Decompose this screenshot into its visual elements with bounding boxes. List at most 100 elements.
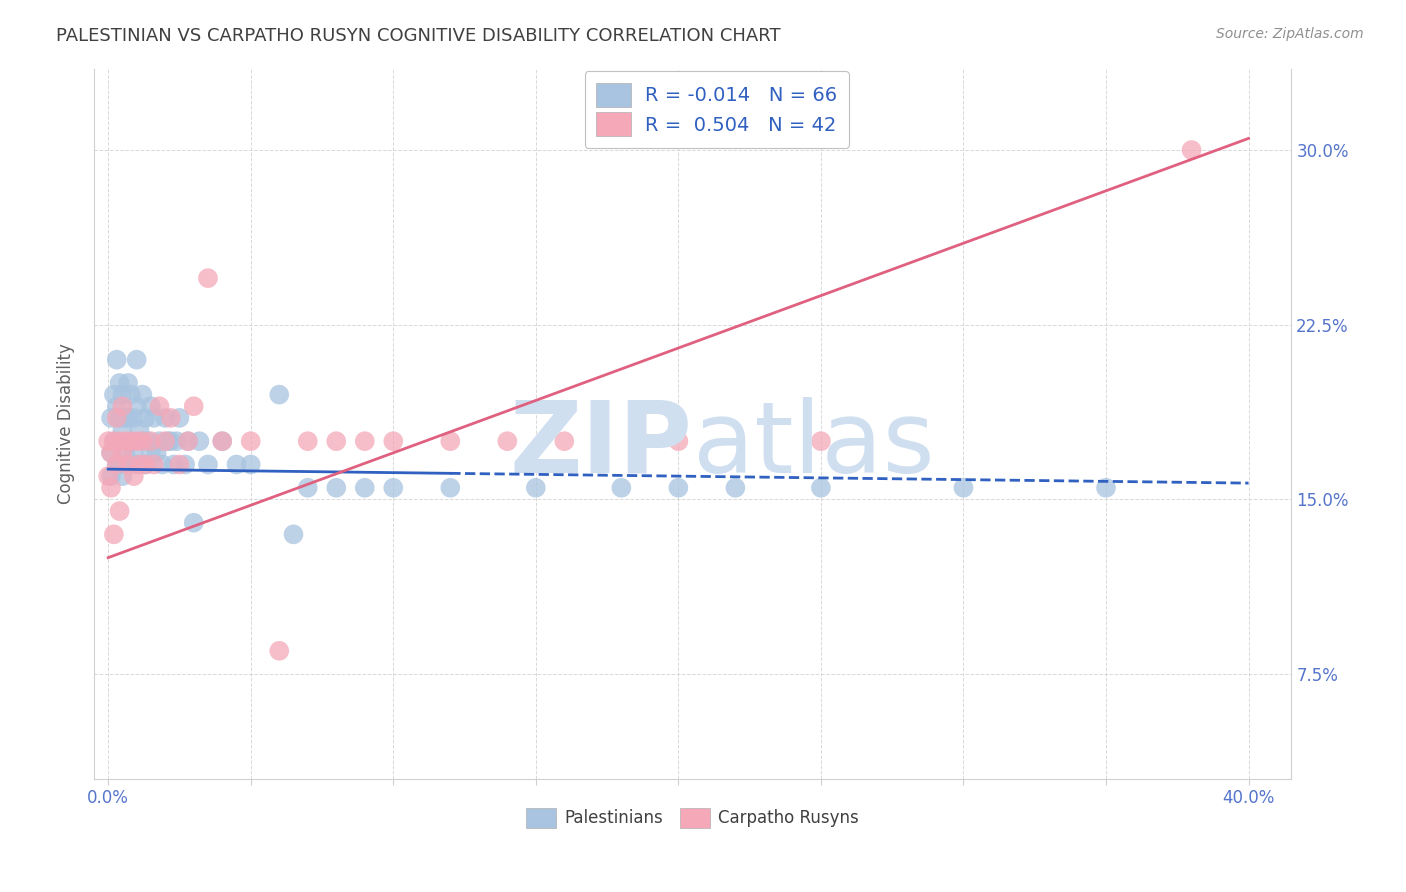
Point <box>111 469 134 483</box>
Point <box>111 423 134 437</box>
Point <box>239 434 262 449</box>
Point <box>496 434 519 449</box>
Point <box>103 434 125 449</box>
Point <box>111 387 134 401</box>
Point <box>125 434 148 449</box>
Point <box>136 434 159 449</box>
Point <box>160 410 183 425</box>
Point <box>353 434 375 449</box>
Point <box>103 434 125 449</box>
Point <box>283 527 305 541</box>
Point <box>125 352 148 367</box>
Point <box>103 387 125 401</box>
Point <box>142 410 165 425</box>
Point <box>114 410 136 425</box>
Point <box>169 458 191 472</box>
Point <box>211 434 233 449</box>
Point <box>100 481 122 495</box>
Point <box>439 481 461 495</box>
Point <box>148 434 170 449</box>
Point <box>131 434 153 449</box>
Point <box>1180 143 1202 157</box>
Point <box>105 352 128 367</box>
Point <box>105 399 128 413</box>
Point <box>111 446 134 460</box>
Point <box>439 434 461 449</box>
Point <box>724 481 747 495</box>
Point <box>128 423 150 437</box>
Point <box>139 399 162 413</box>
Point <box>163 458 186 472</box>
Point <box>100 446 122 460</box>
Point <box>100 446 122 460</box>
Point <box>166 434 188 449</box>
Point <box>153 410 176 425</box>
Point <box>382 434 405 449</box>
Point <box>153 434 176 449</box>
Point <box>297 481 319 495</box>
Point <box>197 271 219 285</box>
Point <box>120 387 142 401</box>
Point <box>100 410 122 425</box>
Point <box>177 434 200 449</box>
Point <box>183 399 205 413</box>
Point <box>108 410 131 425</box>
Point <box>120 434 142 449</box>
Point <box>810 481 832 495</box>
Point <box>114 446 136 460</box>
Point <box>952 481 974 495</box>
Point <box>183 516 205 530</box>
Point <box>160 434 183 449</box>
Point <box>524 481 547 495</box>
Point <box>269 644 291 658</box>
Point <box>353 481 375 495</box>
Point <box>211 434 233 449</box>
Point <box>150 458 173 472</box>
Point <box>382 481 405 495</box>
Point <box>810 434 832 449</box>
Point <box>117 376 139 390</box>
Point <box>114 434 136 449</box>
Point <box>139 434 162 449</box>
Point <box>174 458 197 472</box>
Point <box>122 410 145 425</box>
Point <box>269 387 291 401</box>
Point <box>148 399 170 413</box>
Point <box>108 458 131 472</box>
Point <box>97 434 120 449</box>
Point <box>108 504 131 518</box>
Point <box>145 446 167 460</box>
Point <box>97 469 120 483</box>
Text: PALESTINIAN VS CARPATHO RUSYN COGNITIVE DISABILITY CORRELATION CHART: PALESTINIAN VS CARPATHO RUSYN COGNITIVE … <box>56 27 780 45</box>
Point <box>666 481 689 495</box>
Point <box>197 458 219 472</box>
Point <box>122 469 145 483</box>
Point <box>225 458 247 472</box>
Point <box>1095 481 1118 495</box>
Point <box>610 481 633 495</box>
Point <box>553 434 575 449</box>
Point <box>125 458 148 472</box>
Point <box>125 399 148 413</box>
Point <box>325 481 347 495</box>
Point <box>169 410 191 425</box>
Point <box>157 434 180 449</box>
Legend: Palestinians, Carpatho Rusyns: Palestinians, Carpatho Rusyns <box>520 801 866 835</box>
Point <box>188 434 211 449</box>
Point <box>117 410 139 425</box>
Point <box>325 434 347 449</box>
Point <box>131 434 153 449</box>
Point <box>105 410 128 425</box>
Point <box>239 458 262 472</box>
Point <box>134 458 156 472</box>
Point <box>122 446 145 460</box>
Point <box>297 434 319 449</box>
Point <box>108 376 131 390</box>
Point <box>103 527 125 541</box>
Point <box>105 458 128 472</box>
Y-axis label: Cognitive Disability: Cognitive Disability <box>58 343 75 504</box>
Point <box>100 469 122 483</box>
Text: Source: ZipAtlas.com: Source: ZipAtlas.com <box>1216 27 1364 41</box>
Point <box>128 458 150 472</box>
Point <box>105 458 128 472</box>
